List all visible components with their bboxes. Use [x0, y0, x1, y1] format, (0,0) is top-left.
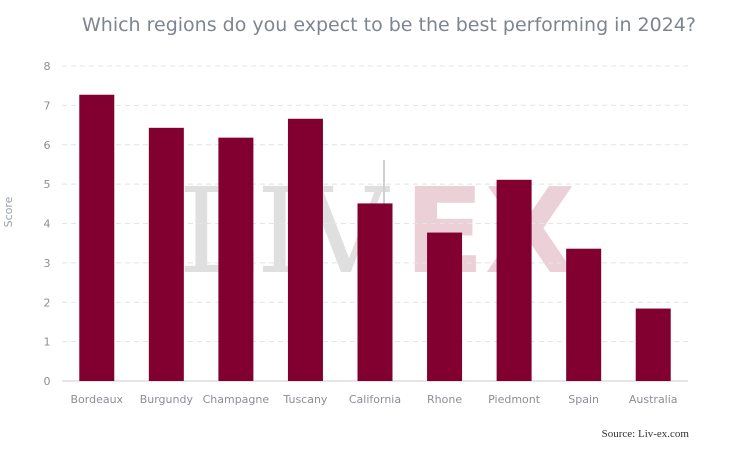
- y-tick-label: 0: [44, 375, 51, 388]
- bar-california: [357, 203, 393, 381]
- bar-bordeaux: [79, 94, 115, 382]
- source-note: Source: Liv-ex.com: [601, 428, 689, 440]
- y-tick-label: 8: [44, 60, 51, 73]
- x-tick-label: Australia: [629, 393, 678, 406]
- y-tick-label: 6: [44, 139, 51, 152]
- y-tick-label: 7: [44, 99, 51, 112]
- bar-champagne: [218, 137, 254, 381]
- x-tick-label: Tuscany: [282, 393, 328, 406]
- y-tick-label: 1: [44, 336, 51, 349]
- x-tick-label: Piedmont: [488, 393, 541, 406]
- x-tick-label: Champagne: [203, 393, 270, 406]
- bar-spain: [566, 248, 602, 381]
- y-tick-label: 2: [44, 296, 51, 309]
- x-tick-label: Rhone: [427, 393, 462, 406]
- x-tick-label: Bordeaux: [70, 393, 123, 406]
- x-axis-ticks: Bordeaux Burgundy Champagne Tuscany Californ…: [70, 393, 677, 406]
- watermark-left: LIV: [178, 162, 390, 300]
- bar-australia: [635, 308, 671, 381]
- y-axis-ticks: 0 1 2 3 4 5 6 7 8: [44, 60, 51, 388]
- y-tick-label: 4: [44, 218, 51, 231]
- bar-burgundy: [148, 127, 184, 381]
- bar-piedmont: [496, 179, 532, 381]
- chart-title: Which regions do you expect to be the be…: [82, 14, 696, 36]
- x-tick-label: Spain: [568, 393, 599, 406]
- y-tick-label: 3: [44, 257, 51, 270]
- bar-rhone: [427, 232, 463, 381]
- bar-tuscany: [287, 118, 323, 381]
- bars: [79, 94, 671, 382]
- x-tick-label: California: [349, 393, 401, 406]
- y-tick-label: 5: [44, 178, 51, 191]
- x-tick-label: Burgundy: [140, 393, 194, 406]
- y-axis-label: Score: [2, 196, 15, 227]
